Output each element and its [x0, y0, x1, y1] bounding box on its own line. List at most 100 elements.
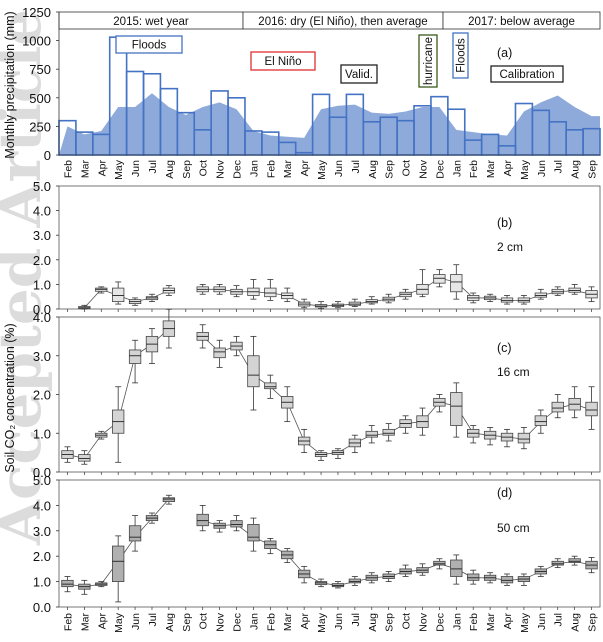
box-b: [365, 296, 378, 305]
iqr-box: [551, 560, 564, 566]
y-tick-label-d: 1.0: [33, 575, 51, 590]
month-label-d: Sep: [384, 613, 396, 632]
month-label-d: Feb: [265, 613, 277, 631]
box-d: [551, 558, 564, 569]
box-b: [264, 279, 277, 301]
month-label-d: Feb: [62, 613, 74, 631]
box-c: [213, 339, 226, 368]
month-label-a: Dec: [434, 160, 446, 179]
box-d: [95, 581, 108, 588]
month-label-a: Apr: [96, 160, 108, 177]
panel-label-b: (b): [497, 216, 512, 230]
box-d: [162, 494, 176, 505]
box-b: [281, 287, 294, 303]
box-d: [314, 578, 328, 588]
box-c: [61, 446, 74, 463]
box-c: [247, 335, 260, 411]
box-c: [230, 335, 243, 357]
iqr-box: [128, 349, 142, 364]
y-tick-label-b: 5.0: [33, 179, 51, 194]
box-b: [247, 279, 260, 300]
y-tick-label-d: 2.0: [33, 549, 51, 564]
annotation-box-valid: [340, 64, 378, 84]
iqr-box: [568, 558, 581, 563]
iqr-box: [348, 578, 362, 584]
box-c: [281, 386, 294, 423]
month-label-a: Mar: [79, 160, 91, 179]
y-tick-label-b: 1.0: [33, 277, 51, 292]
iqr-box: [551, 401, 564, 413]
iqr-box: [450, 392, 463, 426]
iqr-box: [365, 430, 378, 438]
month-label-d: Aug: [164, 613, 176, 632]
box-b: [314, 301, 328, 309]
annotation-elnino: El Niño: [264, 56, 301, 68]
box-d: [433, 558, 446, 570]
period-box: [442, 11, 601, 30]
month-label-d: Jun: [333, 613, 345, 630]
box-c: [382, 423, 395, 442]
box-d: [416, 563, 429, 576]
month-label-d: May: [316, 612, 328, 633]
month-label-d: Nov: [215, 612, 227, 631]
y-tick-label-c: 4.0: [33, 310, 51, 325]
box-b: [568, 283, 581, 295]
month-label-a: Sep: [181, 160, 193, 179]
box-c: [95, 430, 108, 440]
y-tick-label-b: 0.0: [33, 302, 51, 317]
box-d: [145, 512, 159, 524]
iqr-box: [500, 576, 514, 584]
y-tick-label-a: 750: [29, 62, 51, 77]
watermark: Accepted Article: [0, 9, 54, 546]
iqr-box: [61, 579, 74, 588]
month-label-a: Nov: [417, 159, 429, 178]
month-label-d: Sep: [181, 613, 193, 632]
box-b: [145, 293, 159, 303]
box-c: [416, 407, 429, 436]
iqr-box: [230, 520, 243, 528]
iqr-box: [247, 355, 260, 388]
box-c: [433, 394, 446, 413]
y-tick-label-a: 0: [44, 148, 51, 163]
box-d: [450, 554, 463, 585]
month-label-a: May: [519, 159, 531, 180]
month-label-d: Oct: [401, 613, 413, 629]
iqr-box: [112, 287, 125, 303]
month-label-a: Apr: [502, 160, 514, 177]
annotation-box-hurricane: [418, 34, 438, 88]
y-tick-label-d: 5.0: [33, 473, 51, 488]
box-d: [297, 565, 311, 584]
month-label-d: Apr: [96, 613, 108, 630]
box-d: [534, 565, 547, 577]
iqr-box: [78, 454, 91, 462]
iqr-box: [467, 573, 480, 581]
annotation-box-calibration: [490, 65, 564, 83]
box-c: [568, 386, 581, 419]
iqr-box: [213, 347, 226, 359]
box-d: [585, 557, 598, 574]
box-c: [196, 324, 209, 349]
month-label-a: Jan: [451, 160, 463, 177]
box-d: [568, 555, 581, 566]
box-b: [112, 281, 125, 305]
month-label-a: Aug: [570, 160, 582, 179]
month-label-d: Jun: [536, 613, 548, 630]
box-c: [297, 428, 311, 454]
box-d: [61, 576, 74, 593]
month-label-d: Aug: [570, 613, 582, 632]
y-tick-label-b: 2.0: [33, 253, 51, 268]
month-label-d: Feb: [468, 613, 480, 631]
month-label-a: Feb: [265, 160, 277, 178]
y-axis-label-co2: Soil CO₂ concentration (%): [3, 323, 17, 472]
month-label-d: Jul: [147, 613, 159, 626]
box-c: [365, 425, 378, 444]
month-label-a: Jun: [536, 160, 548, 177]
period-label: 2016: dry (El Niño), then average: [258, 16, 427, 28]
box-d: [483, 572, 497, 584]
depth-label-c: 16 cm: [497, 365, 530, 379]
month-label-d: Sep: [587, 613, 599, 632]
iqr-box: [450, 559, 463, 577]
y-tick-label-b: 4.0: [33, 204, 51, 219]
month-label-a: Sep: [587, 160, 599, 179]
box-b: [585, 286, 598, 303]
